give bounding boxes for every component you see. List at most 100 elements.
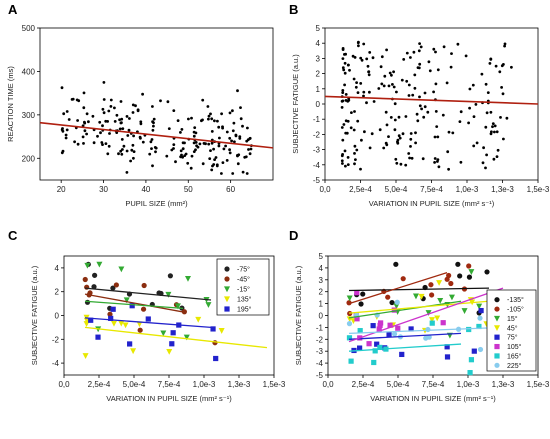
data-point (489, 57, 493, 61)
data-point (245, 172, 249, 175)
data-point (447, 167, 450, 171)
data-point (88, 317, 94, 323)
data-point (207, 142, 211, 146)
data-point (152, 121, 155, 125)
data-point (141, 140, 145, 144)
data-point (183, 334, 190, 341)
data-point (351, 54, 355, 58)
data-point (98, 120, 102, 124)
data-point (459, 110, 463, 114)
data-point (385, 123, 389, 127)
data-point (471, 348, 477, 354)
data-point (436, 280, 443, 286)
data-point (113, 282, 119, 288)
data-point (217, 144, 221, 148)
data-point (407, 83, 411, 87)
data-point (344, 93, 348, 96)
data-point (241, 124, 244, 128)
data-point (368, 146, 372, 150)
data-point (176, 119, 180, 122)
y-tick-label: -4 (316, 359, 324, 368)
data-point (490, 130, 493, 134)
data-point (360, 58, 364, 62)
x-tick-label: 1,0e-3 (193, 380, 216, 389)
x-tick-label: 1,0e-3 (457, 380, 480, 389)
data-point (228, 151, 232, 155)
data-point (401, 132, 405, 136)
data-point (134, 104, 137, 108)
data-point (149, 140, 153, 144)
data-point (413, 73, 417, 77)
data-point (152, 117, 156, 121)
data-point (341, 91, 345, 94)
data-point (341, 66, 345, 70)
data-point (110, 320, 117, 327)
data-point (498, 70, 502, 74)
data-point (129, 159, 133, 163)
data-point (233, 140, 236, 144)
y-tick-label: 300 (22, 111, 36, 120)
data-point (390, 73, 393, 77)
y-tick-label: 4 (319, 264, 324, 273)
data-point (377, 344, 383, 351)
data-point (166, 100, 170, 104)
data-point (374, 341, 380, 347)
data-point (357, 44, 360, 48)
data-point (232, 121, 236, 125)
data-point (434, 50, 437, 54)
data-point (393, 303, 400, 310)
data-point (82, 91, 86, 95)
data-point (165, 154, 169, 158)
data-point (341, 162, 344, 165)
data-point (202, 142, 206, 145)
data-point (357, 328, 363, 334)
data-point (172, 143, 176, 147)
data-point (400, 78, 404, 82)
legend-marker (224, 296, 230, 303)
y-tick-label: 500 (22, 24, 36, 33)
data-point (92, 141, 96, 145)
data-point (137, 327, 143, 333)
x-tick-label: 0,0 (58, 380, 70, 389)
x-tick-label: 60 (226, 185, 235, 194)
data-point (346, 321, 353, 327)
data-point (393, 128, 397, 132)
x-tick-label: 40 (141, 185, 150, 194)
fit-line (324, 95, 539, 105)
data-point (359, 82, 363, 85)
y-tick-label: 2 (55, 288, 60, 297)
data-point (207, 117, 210, 121)
data-point (84, 262, 91, 269)
data-point (437, 297, 444, 304)
legend-marker (494, 306, 500, 312)
x-axis-label: VARIATION IN PUPIL SIZE (mm² s⁻¹) (369, 199, 495, 208)
data-point (380, 55, 384, 59)
data-point (230, 139, 234, 143)
data-point (355, 148, 359, 152)
data-point (101, 124, 104, 128)
data-point (234, 133, 238, 137)
data-point (343, 83, 346, 87)
data-point (389, 299, 395, 306)
data-point (395, 161, 399, 165)
data-point (492, 157, 496, 161)
data-point (218, 136, 221, 140)
plot-frame (39, 27, 274, 181)
data-point (428, 282, 434, 288)
data-point (132, 150, 136, 154)
data-point (433, 157, 437, 160)
data-point (209, 149, 212, 153)
data-point (60, 86, 64, 90)
data-point (107, 109, 111, 113)
data-point (341, 47, 345, 50)
legend: -75° -45° -15° 135° 195° (216, 258, 270, 316)
data-point (82, 142, 85, 145)
data-point (190, 154, 194, 158)
x-tick-label: 2,5e-4 (349, 185, 372, 194)
data-point (83, 321, 90, 327)
legend-label: 105° (507, 343, 522, 351)
data-point (81, 135, 85, 139)
y-tick-label: 0 (55, 312, 60, 321)
data-point (130, 348, 137, 355)
